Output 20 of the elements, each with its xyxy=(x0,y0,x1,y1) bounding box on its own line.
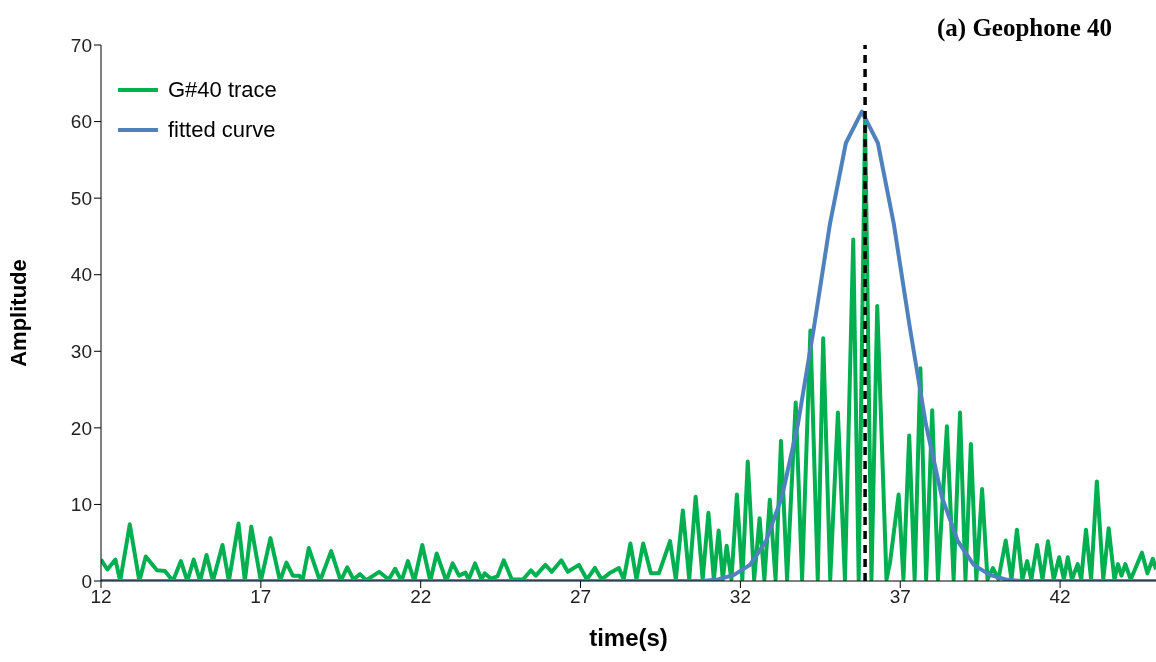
y-axis-title: Amplitude xyxy=(5,259,31,367)
x-tick-label: 32 xyxy=(729,586,751,608)
y-tick-label: 40 xyxy=(70,264,92,286)
x-tick-label: 12 xyxy=(90,586,112,608)
legend-label: fitted curve xyxy=(168,116,276,144)
y-tick-label: 20 xyxy=(70,417,92,439)
y-tick-label: 30 xyxy=(70,341,92,363)
y-tick-label: 10 xyxy=(70,494,92,516)
legend-label: G#40 trace xyxy=(168,76,277,104)
x-tick-label: 42 xyxy=(1049,586,1071,608)
y-tick-label: 0 xyxy=(81,570,92,592)
x-axis-title: time(s) xyxy=(589,624,668,651)
y-tick-label: 60 xyxy=(70,111,92,133)
y-tick-label: 50 xyxy=(70,187,92,209)
x-tick-label: 22 xyxy=(410,586,432,608)
chart-title: (a) Geophone 40 xyxy=(937,14,1112,42)
x-tick-label: 27 xyxy=(569,586,592,608)
x-tick-label: 37 xyxy=(889,586,911,608)
y-tick-label: 70 xyxy=(70,34,92,56)
x-tick-label: 17 xyxy=(250,586,272,608)
